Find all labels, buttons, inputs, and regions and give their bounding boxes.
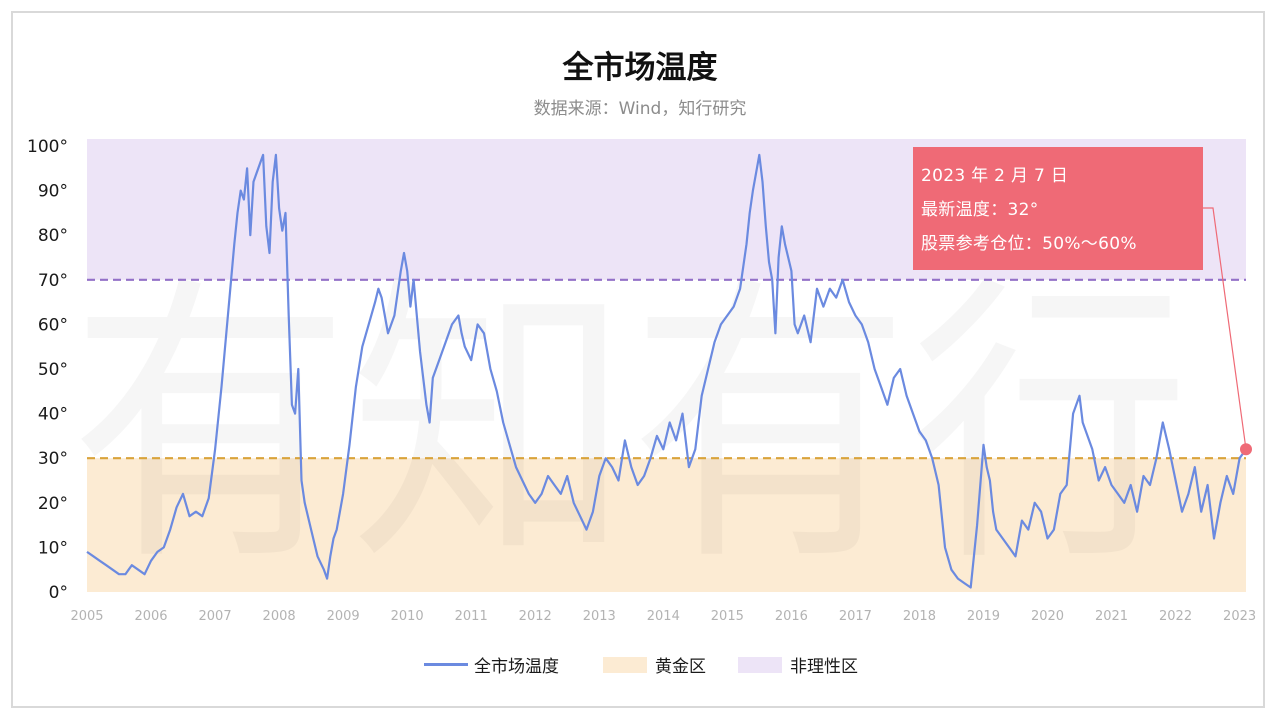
gold-zone [87,458,1246,592]
temperature-series-line [86,153,1247,589]
legend-label-series: 全市场温度 [474,657,559,677]
y-tick-label: 50° [38,360,68,380]
callout-position: 股票参考仓位：50%～60% [921,234,1137,254]
legend-item-series[interactable]: 全市场温度 [424,652,559,677]
chart-subtitle: 数据来源：Wind，知行研究 [533,99,747,119]
legend-gold-swatch [603,656,647,673]
callout-temperature: 最新温度：32° [921,200,1039,220]
legend-label-irrational: 非理性区 [790,657,858,677]
watermark: 有知有行 [70,252,1190,601]
legend: 全市场温度 黄金区 非理性区 [0,652,1280,677]
y-tick-label: 90° [38,182,68,202]
y-tick-label: 70° [38,271,68,291]
chart-title: 全市场温度 [562,50,718,86]
legend-item-gold[interactable]: 黄金区 [603,652,706,677]
x-tick-label: 2008 [263,609,296,624]
x-tick-label: 2011 [455,609,488,624]
y-tick-label: 30° [38,449,68,469]
y-tick-label: 60° [38,315,68,335]
x-tick-label: 2014 [647,609,680,624]
x-tick-label: 2005 [70,609,103,624]
y-tick-label: 0° [49,583,68,603]
x-tick-label: 2023 [1223,609,1256,624]
x-tick-label: 2012 [519,609,552,624]
legend-line-swatch [424,663,468,666]
latest-callout: 2023 年 2 月 7 日 最新温度：32° 股票参考仓位：50%～60% [913,147,1203,270]
x-tick-label: 2018 [903,609,936,624]
x-tick-label: 2013 [583,609,616,624]
y-tick-label: 80° [38,226,68,246]
x-tick-label: 2015 [711,609,744,624]
legend-irrational-swatch [738,656,782,673]
x-tick-label: 2019 [967,609,1000,624]
y-tick-label: 100° [27,137,68,157]
x-tick-label: 2009 [327,609,360,624]
legend-item-irrational[interactable]: 非理性区 [738,652,858,677]
x-tick-label: 2006 [134,609,167,624]
y-tick-label: 10° [38,538,68,558]
x-tick-label: 2020 [1031,609,1064,624]
latest-point-marker [1240,443,1252,456]
callout-leader-line [1203,207,1247,450]
callout-date: 2023 年 2 月 7 日 [921,166,1069,186]
x-tick-label: 2021 [1095,609,1128,624]
x-tick-label: 2016 [775,609,808,624]
x-tick-label: 2022 [1159,609,1192,624]
y-tick-label: 40° [38,405,68,425]
legend-label-gold: 黄金区 [655,657,706,677]
x-tick-label: 2017 [839,609,872,624]
y-tick-label: 20° [38,494,68,514]
x-tick-label: 2007 [199,609,232,624]
x-tick-label: 2010 [391,609,424,624]
